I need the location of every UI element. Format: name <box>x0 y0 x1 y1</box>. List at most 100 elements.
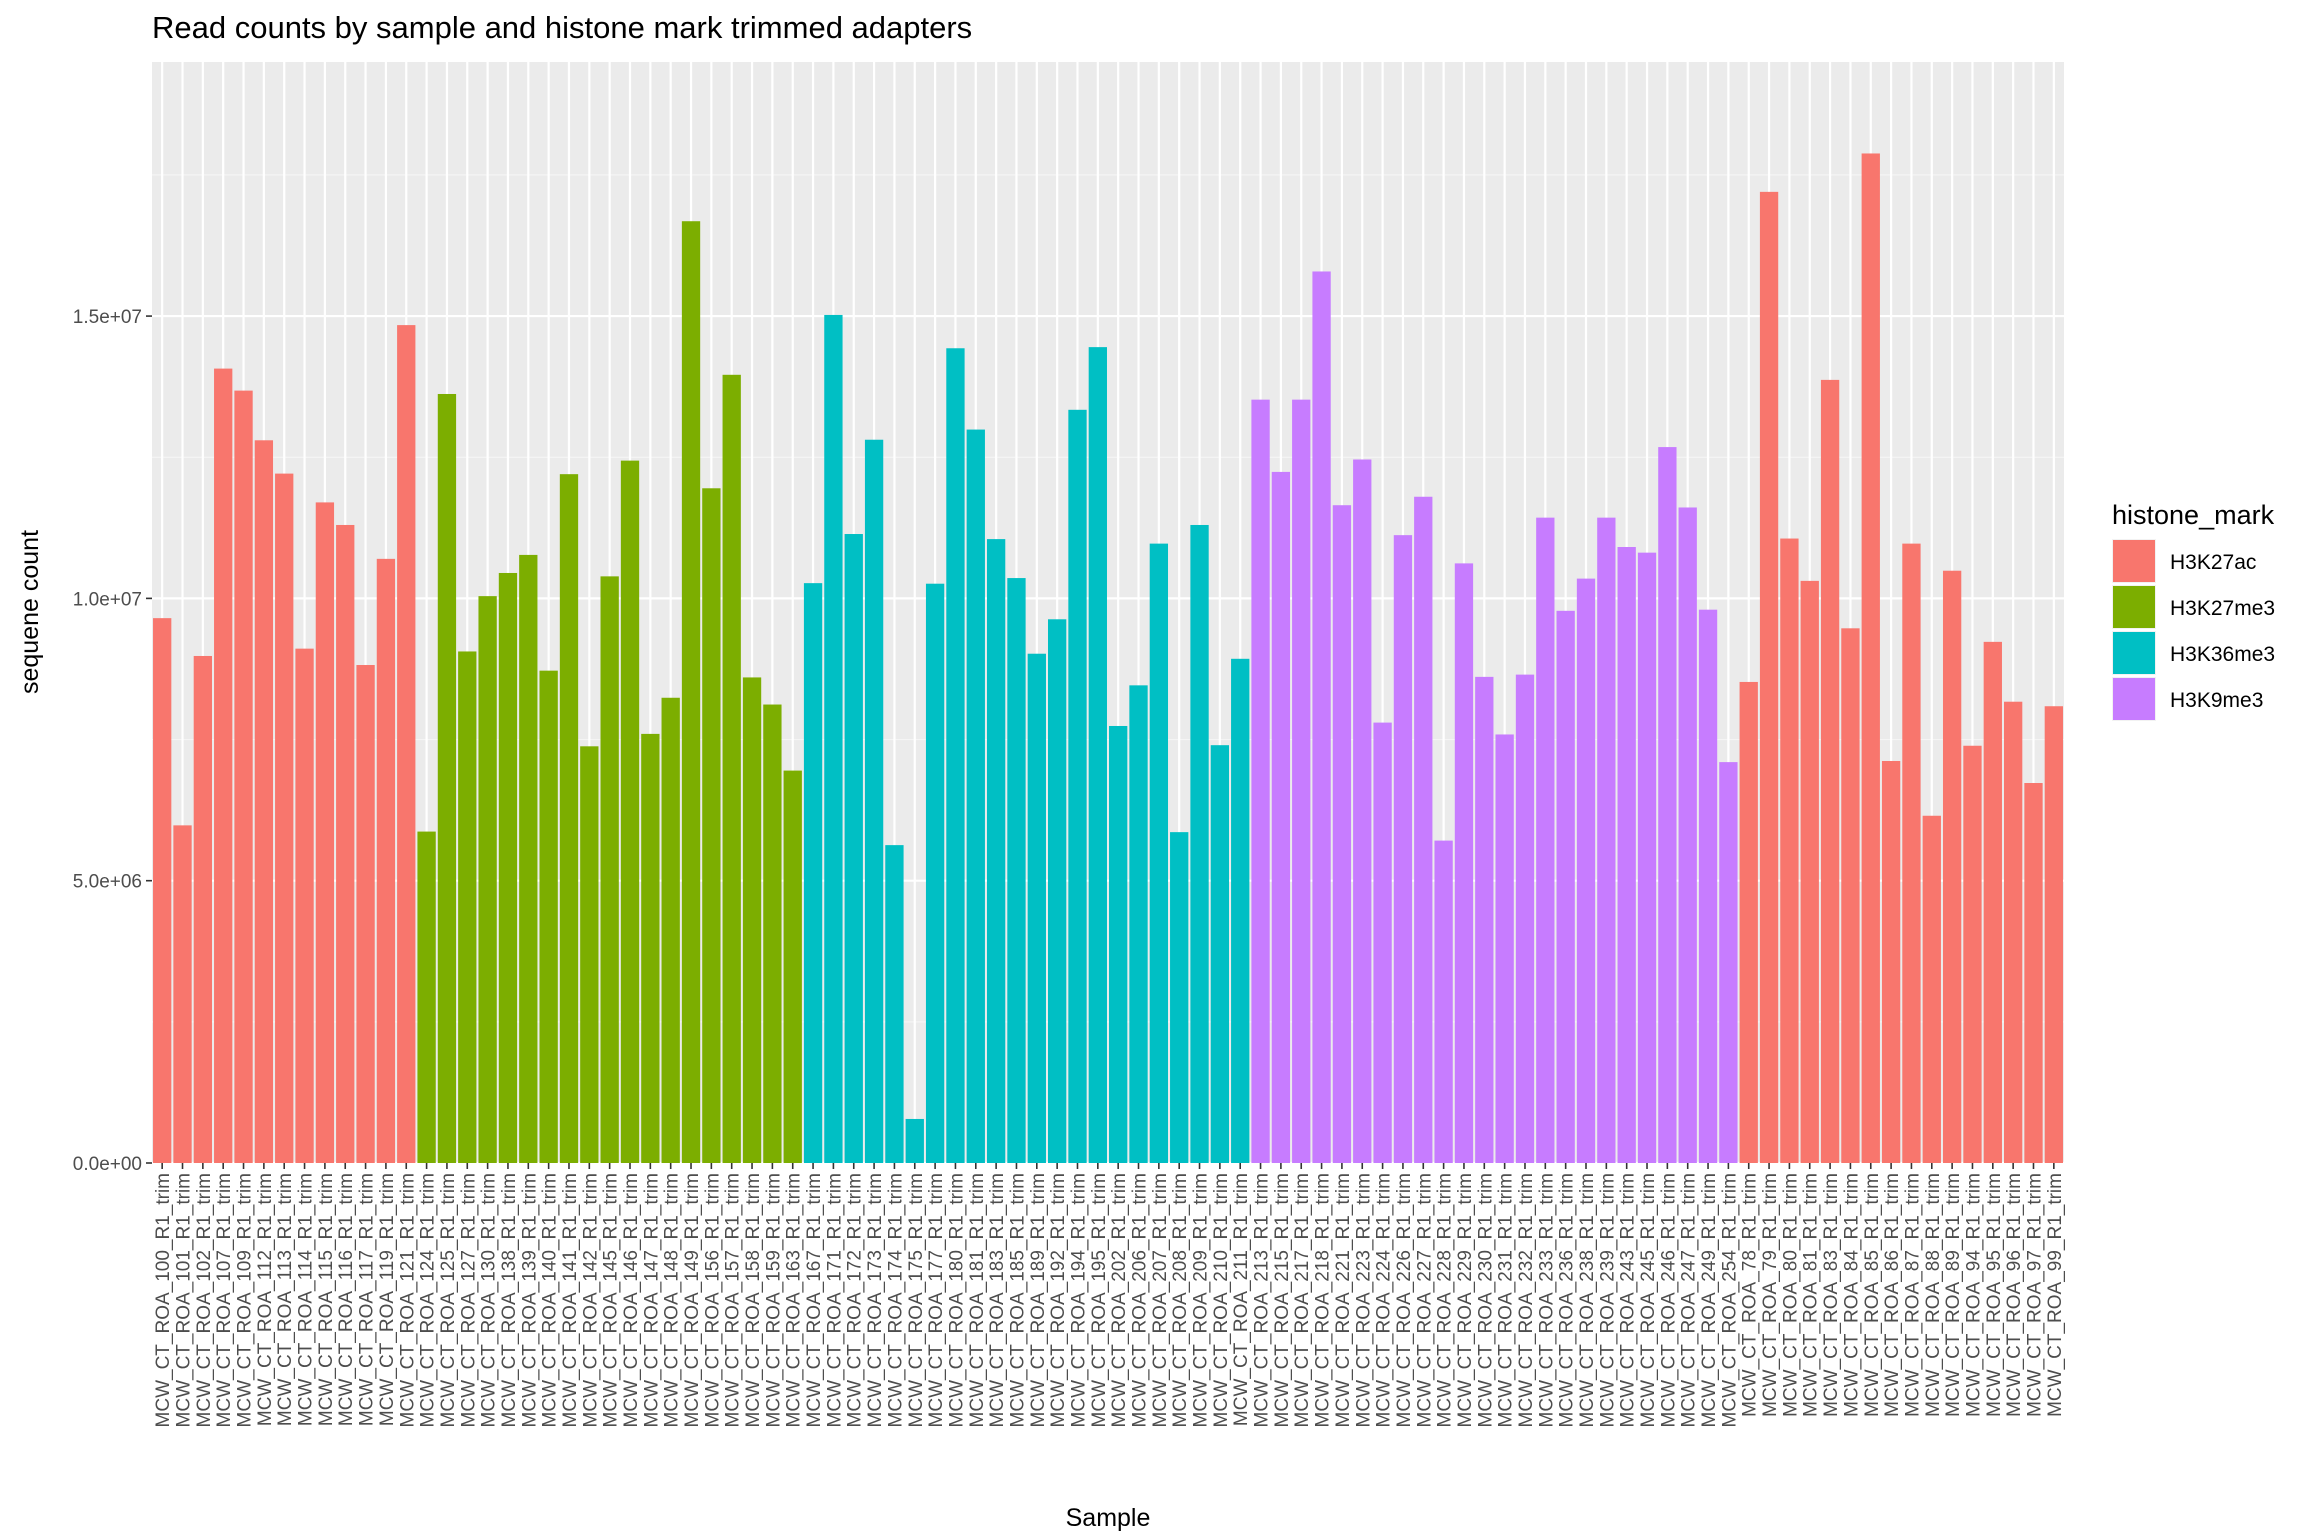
x-tick-label: MCW_CT_ROA_230_R1_trim <box>1475 1173 1496 1427</box>
x-tick-label: MCW_CT_ROA_224_R1_trim <box>1374 1173 1395 1427</box>
x-tick-label: MCW_CT_ROA_217_R1_trim <box>1292 1173 1313 1427</box>
bar <box>1678 507 1697 1164</box>
x-tick-label: MCW_CT_ROA_130_R1_trim <box>479 1173 500 1427</box>
x-tick-label: MCW_CT_ROA_208_R1_trim <box>1170 1173 1191 1427</box>
x-tick-label: MCW_CT_ROA_177_R1_trim <box>926 1173 947 1427</box>
x-tick-label: MCW_CT_ROA_148_R1_trim <box>662 1173 683 1427</box>
y-tick-label: 1.5e+07 <box>73 307 142 328</box>
x-tick-label: MCW_CT_ROA_138_R1_trim <box>499 1173 520 1427</box>
legend-swatch <box>2113 678 2155 720</box>
bar <box>1922 815 1941 1163</box>
x-tick-label: MCW_CT_ROA_102_R1_trim <box>194 1173 215 1427</box>
x-tick-label: MCW_CT_ROA_209_R1_trim <box>1191 1173 1212 1427</box>
x-tick-label: MCW_CT_ROA_86_R1_trim <box>1882 1173 1903 1417</box>
x-tick-label: MCW_CT_ROA_171_R1_trim <box>824 1173 845 1427</box>
x-tick-label: MCW_CT_ROA_173_R1_trim <box>865 1173 886 1427</box>
bar <box>1597 517 1616 1163</box>
bar <box>864 439 884 1164</box>
bar <box>1698 609 1718 1163</box>
bar <box>1658 447 1677 1163</box>
x-tick-label: MCW_CT_ROA_100_R1_trim <box>153 1173 174 1427</box>
bar <box>742 677 762 1163</box>
bar <box>437 393 457 1163</box>
x-tick-label: MCW_CT_ROA_83_R1_trim <box>1821 1173 1842 1417</box>
bar <box>539 670 558 1163</box>
bar <box>1190 524 1209 1163</box>
bar <box>681 221 701 1164</box>
legend-swatch <box>2113 632 2155 674</box>
bar <box>1495 734 1514 1163</box>
bar <box>885 845 904 1163</box>
bar <box>1942 570 1962 1163</box>
bar <box>1556 610 1575 1163</box>
x-tick-label: MCW_CT_ROA_210_R1_trim <box>1211 1173 1232 1427</box>
x-tick-label: MCW_CT_ROA_156_R1_trim <box>702 1173 723 1427</box>
y-tick-label: 0.0e+00 <box>73 1154 142 1175</box>
x-tick-label: MCW_CT_ROA_181_R1_trim <box>967 1173 988 1427</box>
bar <box>336 524 355 1163</box>
bar <box>1129 685 1148 1163</box>
x-tick-label: MCW_CT_ROA_228_R1_trim <box>1435 1173 1456 1427</box>
bar <box>356 665 375 1163</box>
x-tick-label: MCW_CT_ROA_221_R1_trim <box>1333 1173 1354 1427</box>
x-tick-label: MCW_CT_ROA_142_R1_trim <box>580 1173 601 1427</box>
x-tick-label: MCW_CT_ROA_236_R1_trim <box>1557 1173 1578 1427</box>
bar <box>1739 681 1758 1163</box>
y-tick-label: 1.0e+07 <box>73 589 142 610</box>
bar <box>173 825 192 1163</box>
x-tick-label: MCW_CT_ROA_124_R1_trim <box>418 1173 439 1427</box>
x-tick-label: MCW_CT_ROA_233_R1_trim <box>1536 1173 1557 1427</box>
x-tick-label: MCW_CT_ROA_112_R1_trim <box>255 1173 276 1426</box>
x-tick-label: MCW_CT_ROA_114_R1_trim <box>296 1173 317 1426</box>
x-tick-label: MCW_CT_ROA_232_R1_trim <box>1516 1173 1537 1427</box>
x-tick-label: MCW_CT_ROA_145_R1_trim <box>601 1173 622 1427</box>
y-tick-label: 5.0e+06 <box>73 872 142 893</box>
legend-label: H3K27me3 <box>2170 597 2275 620</box>
x-tick-label: MCW_CT_ROA_109_R1_trim <box>235 1173 256 1427</box>
x-tick-label: MCW_CT_ROA_243_R1_trim <box>1618 1173 1639 1427</box>
bar <box>763 704 782 1163</box>
bar <box>1271 471 1291 1163</box>
bar <box>1881 760 1901 1163</box>
x-tick-label: MCW_CT_ROA_117_R1_trim <box>357 1173 378 1426</box>
legend: histone_mark H3K27ac H3K27me3 H3K36me3 H3K9… <box>2112 500 2275 721</box>
bar <box>193 655 213 1163</box>
bar <box>905 1118 924 1163</box>
bar <box>1353 459 1372 1163</box>
x-tick-label: MCW_CT_ROA_195_R1_trim <box>1089 1173 1110 1427</box>
x-tick-label: MCW_CT_ROA_207_R1_trim <box>1150 1173 1171 1427</box>
bar <box>376 558 396 1163</box>
x-tick-label: MCW_CT_ROA_159_R1_trim <box>763 1173 784 1427</box>
x-tick-label: MCW_CT_ROA_185_R1_trim <box>1007 1173 1028 1427</box>
x-tick-label: MCW_CT_ROA_247_R1_trim <box>1679 1173 1700 1427</box>
x-tick-label: MCW_CT_ROA_97_R1_trim <box>2024 1173 2045 1417</box>
x-tick-label: MCW_CT_ROA_158_R1_trim <box>743 1173 764 1427</box>
x-tick-label: MCW_CT_ROA_223_R1_trim <box>1353 1173 1374 1427</box>
bar <box>1434 840 1453 1163</box>
x-tick-label: MCW_CT_ROA_101_R1_trim <box>174 1173 195 1427</box>
x-tick-label: MCW_CT_ROA_96_R1_trim <box>2004 1173 2025 1417</box>
x-tick-label: MCW_CT_ROA_113_R1_trim <box>275 1173 296 1426</box>
x-tick-label: MCW_CT_ROA_167_R1_trim <box>804 1173 825 1427</box>
bar <box>1332 505 1352 1164</box>
bar <box>1088 347 1107 1163</box>
x-tick-label: MCW_CT_ROA_183_R1_trim <box>987 1173 1008 1427</box>
x-tick-label: MCW_CT_ROA_215_R1_trim <box>1272 1173 1293 1427</box>
x-tick-label: MCW_CT_ROA_172_R1_trim <box>845 1173 866 1427</box>
bar <box>397 325 416 1163</box>
bars-group <box>153 153 2063 1164</box>
bar <box>661 697 680 1163</box>
bar <box>1719 762 1738 1163</box>
bar <box>844 534 863 1163</box>
bar <box>1800 580 1819 1163</box>
x-tick-label: MCW_CT_ROA_206_R1_trim <box>1130 1173 1151 1427</box>
bar <box>478 596 497 1163</box>
bar <box>1027 653 1046 1163</box>
bar <box>1068 409 1087 1163</box>
x-tick-label: MCW_CT_ROA_147_R1_trim <box>641 1173 662 1427</box>
bar <box>1312 271 1331 1164</box>
x-tick-label: MCW_CT_ROA_85_R1_trim <box>1862 1173 1883 1417</box>
x-tick-label: MCW_CT_ROA_218_R1_trim <box>1313 1173 1334 1427</box>
x-tick-label: MCW_CT_ROA_94_R1_trim <box>1963 1173 1984 1417</box>
